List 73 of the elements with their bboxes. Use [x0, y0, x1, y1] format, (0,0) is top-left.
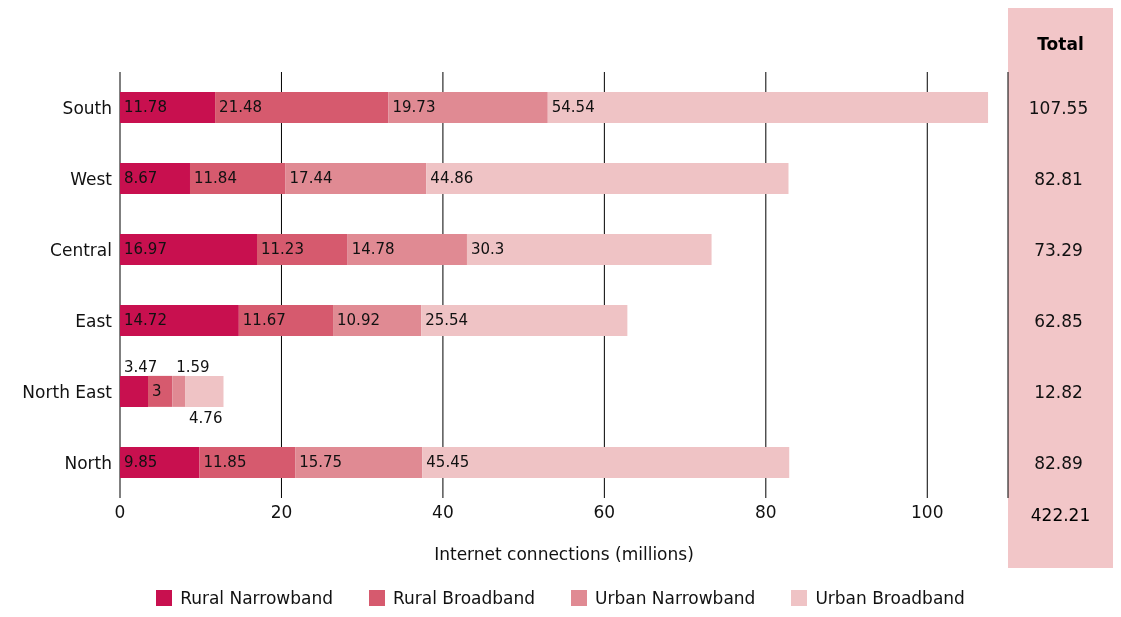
legend-label: Rural Narrowband: [179, 588, 334, 608]
text: 107.55: [1028, 97, 1089, 118]
bar: [347, 233, 467, 265]
bar: [185, 375, 224, 407]
data-label: 30.3: [470, 240, 505, 259]
y-tick-label: West: [70, 168, 113, 189]
bar: [333, 304, 422, 336]
bar: [256, 233, 348, 265]
bar: [120, 162, 190, 194]
legend-label: Rural Broadband: [392, 588, 536, 608]
data-label: 11.84: [193, 169, 237, 188]
bar: [215, 91, 389, 123]
bar: [238, 304, 334, 336]
bar: [148, 375, 173, 407]
data-label: 17.44: [289, 169, 333, 188]
data-label: 16.97: [124, 240, 167, 259]
bar: [466, 233, 712, 265]
bar: [388, 91, 548, 123]
y-tick-label: North East: [22, 381, 113, 402]
text: Total: [1036, 34, 1085, 54]
bar: [120, 446, 200, 478]
data-label: 19.73: [392, 98, 436, 117]
bar: [422, 446, 790, 478]
x-tick-label: 60: [593, 502, 616, 523]
y-tick-label: East: [75, 310, 113, 331]
data-label: 21.48: [219, 98, 263, 117]
x-tick-label: 100: [911, 502, 944, 523]
text: 73.29: [1034, 239, 1083, 260]
x-tick-label: 20: [270, 502, 293, 523]
bar: [421, 304, 628, 336]
x-tick-label: 0: [114, 502, 126, 523]
data-label: 45.45: [426, 453, 470, 472]
data-label: 54.54: [551, 98, 595, 117]
bar: [285, 162, 427, 194]
legend-label: Urban Narrowband: [594, 588, 756, 608]
data-label: 4.76: [189, 408, 223, 427]
bar: [120, 233, 257, 265]
y-tick-label: South: [62, 97, 112, 118]
bar: [426, 162, 789, 194]
bar: [199, 446, 296, 478]
data-label: 44.86: [430, 169, 474, 188]
y-tick-label: Central: [50, 239, 112, 260]
legend-label: Urban Broadband: [814, 588, 965, 608]
data-label: 8.67: [124, 169, 158, 188]
bar: [295, 446, 423, 478]
bar: [120, 91, 216, 123]
data-label: 1.59: [176, 357, 210, 376]
bar: [547, 91, 989, 123]
bar: [120, 375, 149, 407]
data-label: 3.47: [124, 357, 158, 376]
x-tick-label: 40: [432, 502, 454, 523]
text: 82.89: [1034, 452, 1083, 473]
data-label: 11.78: [124, 98, 167, 117]
data-label: 3: [152, 382, 162, 401]
bar: [172, 375, 186, 407]
text: 12.82: [1034, 381, 1083, 402]
bar: [189, 162, 286, 194]
text: 82.81: [1034, 168, 1083, 189]
data-label: 9.85: [124, 453, 158, 472]
text: 62.85: [1034, 310, 1083, 331]
text: 422.21: [1029, 505, 1092, 525]
data-label: 15.75: [299, 453, 343, 472]
data-label: 25.54: [425, 311, 469, 330]
data-label: 14.72: [124, 311, 167, 330]
data-label: 11.23: [260, 240, 304, 259]
x-axis-title: Internet connections (millions): [434, 544, 694, 564]
data-label: 11.67: [242, 311, 286, 330]
x-tick-label: 80: [755, 502, 777, 523]
bar: [120, 304, 239, 336]
y-tick-label: North: [64, 452, 112, 473]
data-label: 14.78: [351, 240, 395, 259]
data-label: 10.92: [337, 311, 380, 330]
data-label: 11.85: [203, 453, 247, 472]
